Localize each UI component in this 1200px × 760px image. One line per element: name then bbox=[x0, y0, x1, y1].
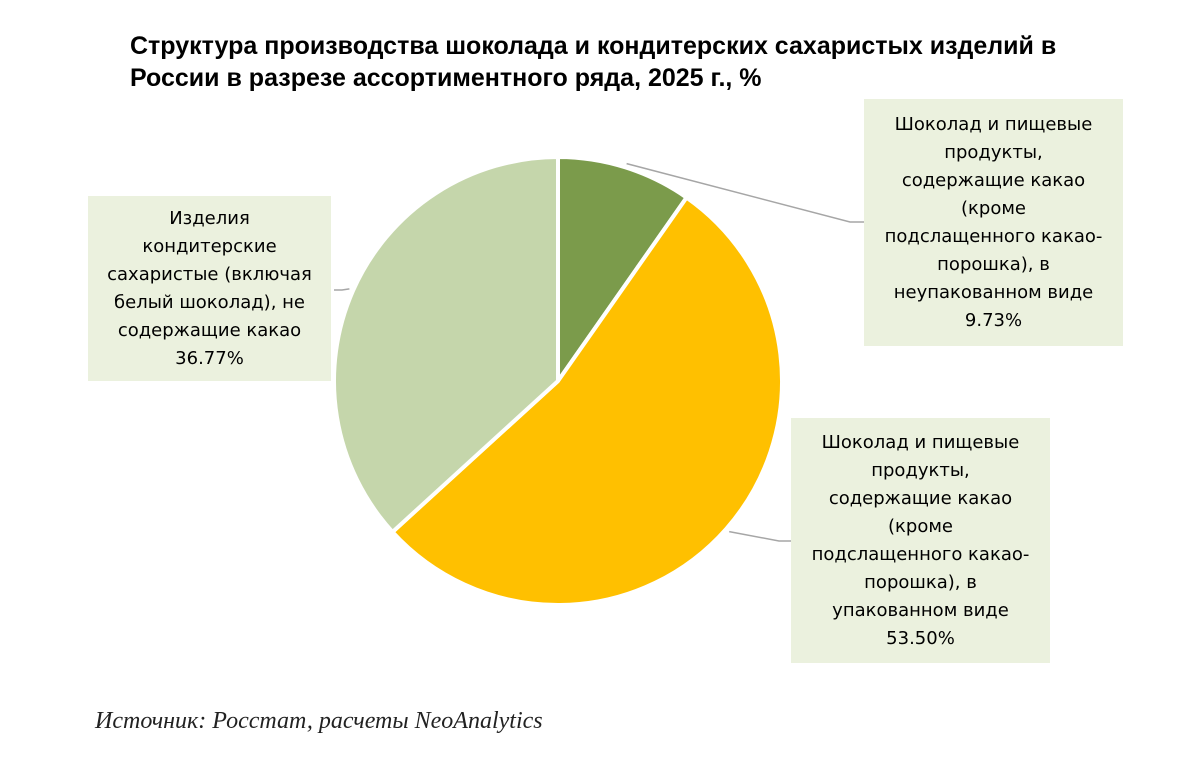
pie-slices bbox=[332, 155, 784, 607]
leader-lines bbox=[334, 162, 864, 542]
slice-label-name: Шоколад и пищевые продукты, содержащие к… bbox=[812, 429, 1030, 653]
slice-label-unpacked-cocoa: Шоколад и пищевые продукты, содержащие к… bbox=[864, 99, 1123, 346]
label-line: содержащие какао bbox=[901, 169, 1086, 191]
label-line: неупакованном виде bbox=[893, 281, 1094, 303]
slice-value-label: 36.77% bbox=[175, 347, 244, 369]
label-line: подслащенного какао- bbox=[811, 543, 1030, 565]
chart-title: Структура производства шоколада и кондит… bbox=[130, 30, 1170, 94]
label-line: Шоколад и пищевые bbox=[894, 113, 1093, 135]
chart-title-line-2: России в разрезе ассортиментного ряда, 2… bbox=[130, 64, 762, 92]
label-line: белый шоколад), не bbox=[114, 291, 305, 313]
pie-slice-unpacked-cocoa bbox=[556, 155, 689, 383]
label-line: (кроме bbox=[961, 197, 1026, 219]
leader-line bbox=[626, 162, 864, 223]
slice-label-name: Шоколад и пищевые продукты, содержащие к… bbox=[885, 111, 1103, 335]
label-line: продукты, bbox=[871, 459, 970, 481]
pie-slice-no-cocoa bbox=[332, 155, 560, 534]
source-note: Источник: Росстат, расчеты NeoAnalytics bbox=[95, 708, 543, 734]
label-line: содержащие какао bbox=[117, 319, 302, 341]
label-line: порошка), в bbox=[864, 571, 977, 593]
label-line: порошка), в bbox=[937, 253, 1050, 275]
label-line: содержащие какао bbox=[828, 487, 1013, 509]
leader-line bbox=[729, 530, 793, 542]
slice-label-no-cocoa: Изделия кондитерские сахаристые (включая… bbox=[88, 196, 331, 381]
label-line: (кроме bbox=[888, 515, 953, 537]
label-line: Шоколад и пищевые bbox=[821, 431, 1020, 453]
chart-title-line-1: Структура производства шоколада и кондит… bbox=[130, 32, 1057, 60]
label-line: сахаристые (включая bbox=[107, 263, 312, 285]
slice-value-label: 9.73% bbox=[964, 309, 1023, 331]
label-line: кондитерские bbox=[142, 235, 277, 257]
slice-label-packed-cocoa: Шоколад и пищевые продукты, содержащие к… bbox=[791, 418, 1050, 663]
label-line: подслащенного какао- bbox=[884, 225, 1103, 247]
label-line: Изделия bbox=[169, 207, 250, 229]
pie-slice-packed-cocoa bbox=[390, 195, 784, 607]
leader-line bbox=[334, 288, 350, 291]
label-line: упакованном виде bbox=[832, 599, 1009, 621]
slice-value-label: 53.50% bbox=[886, 627, 955, 649]
slice-label-name: Изделия кондитерские сахаристые (включая… bbox=[107, 205, 312, 373]
label-line: продукты, bbox=[944, 141, 1043, 163]
